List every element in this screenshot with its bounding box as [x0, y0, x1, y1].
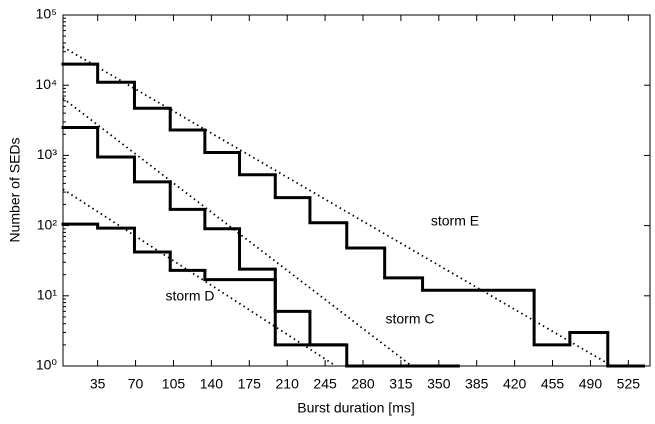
- x-tick-label: 70: [128, 376, 144, 392]
- y-tick-label: 10¹: [37, 287, 58, 303]
- x-tick-label: 175: [238, 376, 262, 392]
- y-tick-label: 10⁰: [36, 357, 58, 373]
- y-tick-label: 10²: [37, 216, 58, 232]
- x-tick-label: 105: [162, 376, 186, 392]
- y-tick-label: 10³: [37, 146, 58, 162]
- x-tick-label: 245: [313, 376, 337, 392]
- x-axis-label: Burst duration [ms]: [297, 400, 415, 416]
- y-tick-label: 10⁵: [36, 6, 57, 22]
- y-tick-label: 10⁴: [35, 76, 57, 92]
- x-tick-label: 490: [579, 376, 603, 392]
- x-tick-label: 315: [389, 376, 413, 392]
- x-tick-label: 210: [276, 376, 300, 392]
- x-tick-label: 385: [465, 376, 489, 392]
- x-tick-label: 35: [90, 376, 106, 392]
- x-tick-label: 525: [617, 376, 641, 392]
- annotation: storm C: [386, 311, 435, 327]
- plot-frame: [62, 14, 651, 367]
- annotation: storm E: [431, 213, 479, 229]
- y-axis-label: Number of SEDs: [7, 137, 23, 242]
- x-tick-label: 420: [503, 376, 527, 392]
- fit-line: [62, 188, 337, 367]
- x-tick-label: 350: [427, 376, 451, 392]
- fit-line: [62, 97, 413, 367]
- x-tick-label: 280: [351, 376, 375, 392]
- x-tick-label: 140: [200, 376, 224, 392]
- fit-line: [62, 46, 613, 367]
- x-tick-label: 455: [541, 376, 565, 392]
- annotation: storm D: [166, 288, 215, 304]
